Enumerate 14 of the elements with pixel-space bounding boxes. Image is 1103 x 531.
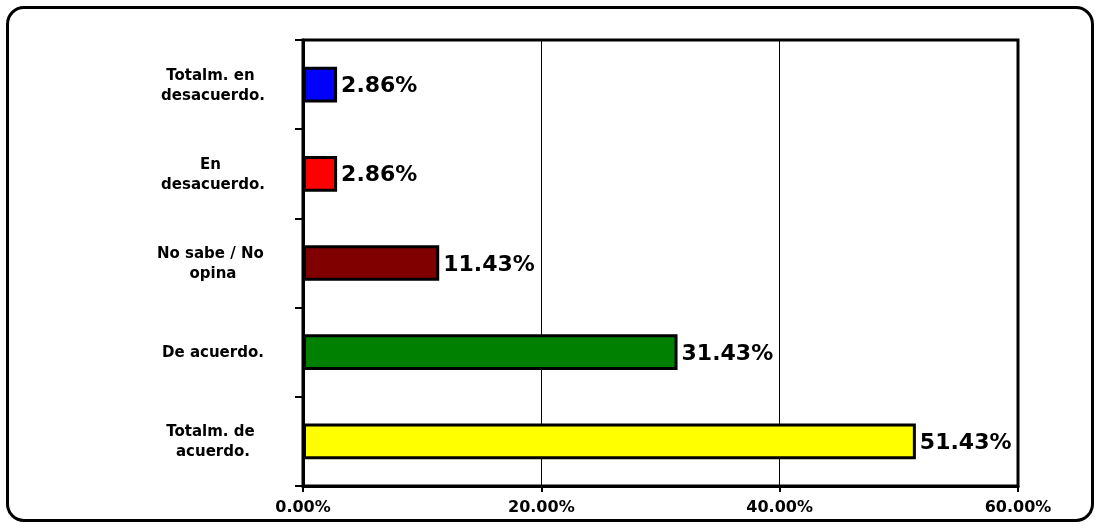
x-tick-label: 60.00% bbox=[984, 496, 1052, 516]
y-tick-label: En desacuerdo. bbox=[161, 154, 265, 193]
x-tick-label: 40.00% bbox=[746, 496, 813, 516]
y-tick-label: Totalm. en desacuerdo. bbox=[161, 65, 265, 104]
y-tick-label: Totalm. de acuerdo. bbox=[166, 422, 260, 461]
y-tick-label: De acuerdo. bbox=[162, 343, 264, 362]
data-label: 11.43% bbox=[443, 250, 535, 276]
data-label: 2.86% bbox=[341, 161, 418, 187]
x-tick-label: 0.00% bbox=[275, 496, 331, 516]
x-tick-label: 20.00% bbox=[508, 496, 575, 516]
data-label: 31.43% bbox=[681, 339, 774, 365]
data-label: 2.86% bbox=[341, 72, 418, 98]
y-tick-label: No sabe / No opina bbox=[156, 244, 270, 282]
data-label: 51.43% bbox=[919, 428, 1012, 454]
